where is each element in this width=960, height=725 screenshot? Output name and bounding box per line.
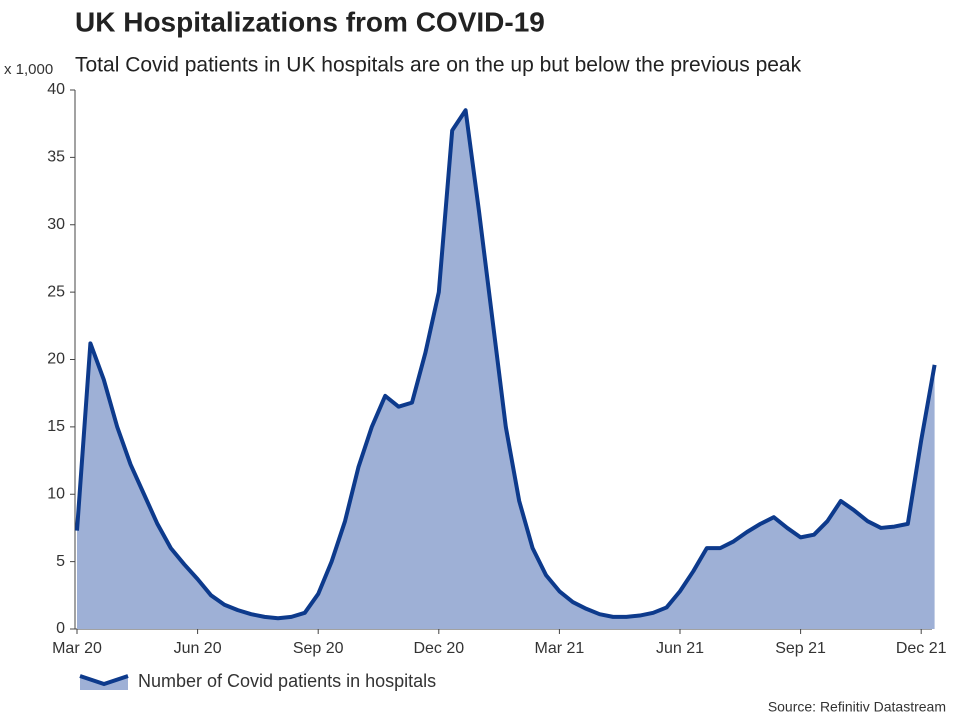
y-tick-label: 10 <box>47 485 65 502</box>
y-tick-label: 15 <box>47 418 65 435</box>
x-tick-label: Mar 21 <box>535 640 585 657</box>
legend-swatch <box>80 676 128 690</box>
y-tick-label: 35 <box>47 149 65 166</box>
x-tick-label: Sep 20 <box>293 640 344 657</box>
source: Source: Refinitiv Datastream <box>768 699 946 715</box>
chart-title: UK Hospitalizations from COVID-19 <box>75 6 545 37</box>
y-tick-label: 20 <box>47 351 65 368</box>
chart-subtitle: Total Covid patients in UK hospitals are… <box>75 54 802 77</box>
x-tick-label: Dec 21 <box>896 640 947 657</box>
y-tick-label: 5 <box>56 553 65 570</box>
area <box>77 110 935 629</box>
x-tick-label: Dec 20 <box>413 640 464 657</box>
x-tick-label: Mar 20 <box>52 640 102 657</box>
x-tick-label: Jun 21 <box>656 640 704 657</box>
y-tick-label: 40 <box>47 81 65 98</box>
x-tick-label: Sep 21 <box>775 640 826 657</box>
y-tick-label: 25 <box>47 283 65 300</box>
y-tick-label: 30 <box>47 216 65 233</box>
y-tick-label: 0 <box>56 620 65 637</box>
x-tick-label: Jun 20 <box>174 640 222 657</box>
y-unit-label: x 1,000 <box>4 61 53 78</box>
legend-label: Number of Covid patients in hospitals <box>138 671 436 691</box>
legend-line <box>79 674 129 687</box>
line <box>75 108 937 621</box>
